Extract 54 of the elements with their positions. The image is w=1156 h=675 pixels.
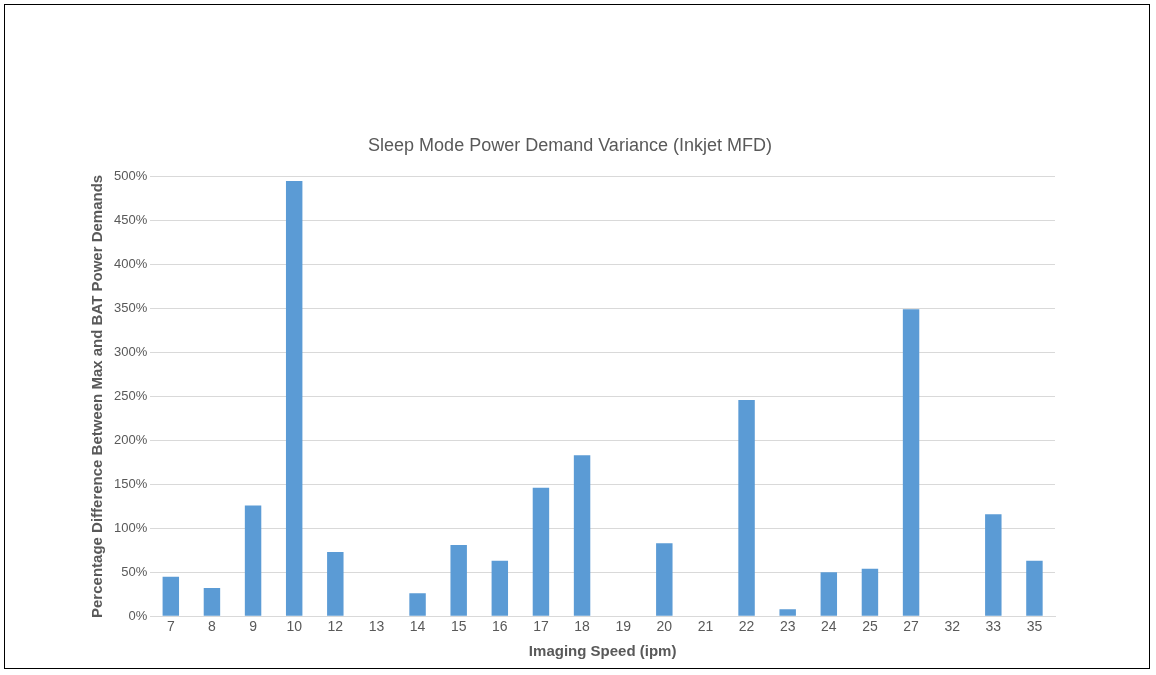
bar xyxy=(450,544,467,616)
y-tick-label: 250% xyxy=(114,387,148,403)
bar xyxy=(861,568,879,616)
bar xyxy=(162,576,180,616)
bar xyxy=(203,588,221,616)
x-tick-label: 15 xyxy=(450,618,467,635)
x-tick-label: 7 xyxy=(166,618,175,635)
bar xyxy=(327,552,344,616)
bar xyxy=(532,487,550,616)
y-tick-label: 150% xyxy=(114,475,148,491)
bar xyxy=(656,543,673,616)
y-tick-label: 450% xyxy=(114,212,148,228)
x-tick-label: 25 xyxy=(862,618,878,635)
y-tick-label: 400% xyxy=(114,256,148,272)
bar xyxy=(285,181,303,616)
x-tick-label: 16 xyxy=(492,618,508,635)
x-tick-label: 12 xyxy=(327,618,344,635)
x-tick-label: 8 xyxy=(208,618,217,635)
y-axis-title: Percentage Difference Between Max and BAT Power Demands xyxy=(88,174,106,618)
x-tick-label: 23 xyxy=(779,618,796,635)
x-tick-label: 24 xyxy=(821,618,837,635)
y-tick-label: 500% xyxy=(114,168,148,184)
x-tick-label: 19 xyxy=(615,618,632,635)
x-tick-label: 10 xyxy=(286,618,303,635)
y-tick-label: 200% xyxy=(114,431,148,447)
x-tick-label: 32 xyxy=(944,618,961,635)
y-tick-label: 350% xyxy=(114,300,148,316)
x-tick-label: 33 xyxy=(985,618,1002,635)
y-tick-label: 0% xyxy=(128,607,148,623)
x-axis-title: Imaging Speed (ipm) xyxy=(528,642,677,660)
x-tick-label: 27 xyxy=(903,618,920,635)
bar xyxy=(820,572,838,616)
bar xyxy=(409,593,426,616)
x-tick-label: 21 xyxy=(697,618,714,635)
bar xyxy=(779,609,796,616)
bar xyxy=(902,309,920,616)
x-tick-label: 9 xyxy=(249,618,258,635)
x-tick-label: 22 xyxy=(738,618,755,635)
bar xyxy=(491,560,509,616)
x-tick-label: 17 xyxy=(533,618,549,635)
x-tick-label: 14 xyxy=(409,618,426,635)
bar xyxy=(738,399,755,616)
bar xyxy=(1026,560,1043,616)
y-tick-label: 100% xyxy=(114,519,148,535)
x-tick-label: 35 xyxy=(1026,618,1043,635)
bar xyxy=(985,514,1002,616)
y-tick-label: 50% xyxy=(121,563,148,579)
x-tick-label: 13 xyxy=(368,618,385,635)
bar xyxy=(244,505,262,616)
x-tick-label: 18 xyxy=(574,618,591,635)
y-tick-label: 300% xyxy=(114,344,148,360)
bar xyxy=(573,455,591,616)
x-tick-label: 20 xyxy=(656,618,673,635)
chart-title: Sleep Mode Power Demand Variance (Inkjet MFD) xyxy=(368,134,772,155)
